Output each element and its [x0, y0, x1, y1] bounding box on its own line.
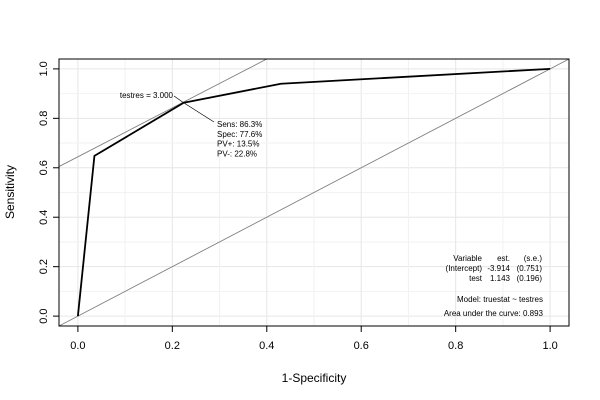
- stat-line: PV-: 22.8%: [217, 149, 257, 158]
- y-tick-label: 0.6: [38, 160, 50, 175]
- plot-frame: [58, 58, 570, 327]
- reference-lines: [58, 58, 570, 327]
- auc-label: Area under the curve: 0.893: [444, 309, 544, 318]
- model-table-header: (s.e.): [524, 254, 543, 263]
- x-tick-label: 0.4: [259, 340, 274, 352]
- x-tick-label: 0.6: [354, 340, 369, 352]
- model-table-cell: 1.143: [490, 274, 511, 283]
- model-table-cell: (Intercept): [446, 264, 483, 273]
- reference-line: [58, 58, 267, 167]
- stat-line: Spec: 77.6%: [217, 130, 262, 139]
- grid: [59, 59, 569, 326]
- model-table-cell: (0.196): [517, 274, 543, 283]
- model-table-cell: -3.914: [487, 264, 510, 273]
- reference-line: [58, 58, 570, 327]
- x-tick-label: 0.0: [70, 340, 85, 352]
- model-formula: Model: truestat ~ testres: [457, 295, 543, 304]
- stats-leader-line: [183, 102, 215, 123]
- y-tick-label: 1.0: [38, 61, 50, 76]
- stat-line: PV+: 13.5%: [217, 140, 259, 149]
- y-tick-label: 0.8: [38, 111, 50, 126]
- model-table-header: est.: [497, 254, 510, 263]
- model-table-cell: (0.751): [517, 264, 543, 273]
- y-tick-label: 0.0: [38, 308, 50, 323]
- cutoff-label: testres = 3.000: [120, 91, 174, 100]
- y-axis-title: Sensitivity: [3, 165, 17, 219]
- model-table-cell: test: [469, 274, 483, 283]
- x-axis-title: 1-Specificity: [282, 371, 347, 385]
- x-tick-label: 1.0: [542, 340, 557, 352]
- y-axis: 0.0 0.2 0.4 0.6 0.8 1.0: [38, 61, 59, 324]
- y-tick-label: 0.2: [38, 259, 50, 274]
- y-tick-label: 0.4: [38, 210, 50, 225]
- model-table-header: Variable: [453, 254, 482, 263]
- x-axis: 0.0 0.2 0.4 0.6 0.8 1.0: [70, 326, 558, 352]
- stat-line: Sens: 86.3%: [217, 120, 262, 129]
- x-tick-label: 0.2: [165, 340, 180, 352]
- x-tick-label: 0.8: [448, 340, 463, 352]
- cutoff-leader-line: [173, 95, 184, 104]
- annotations: testres = 3.000 Sens: 86.3%Spec: 77.6%PV+…: [120, 91, 544, 318]
